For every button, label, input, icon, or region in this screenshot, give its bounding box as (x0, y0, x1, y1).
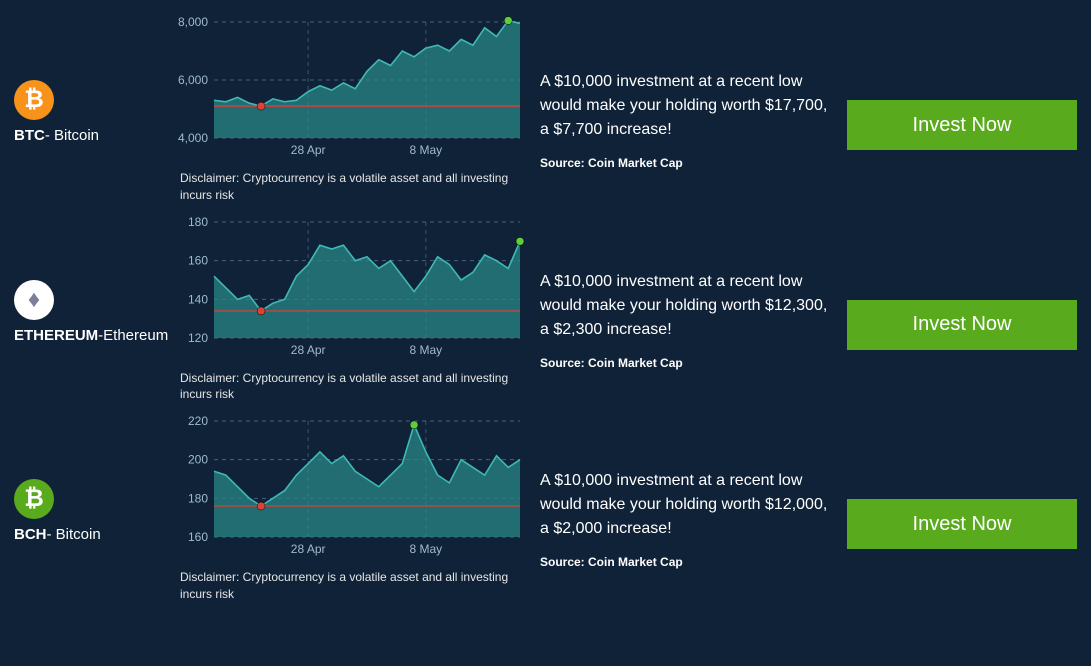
cta-column: Invest Now (840, 10, 1081, 150)
chart-column: 4,000 6,000 8,000 28 Apr 8 May Disclaimer: C… (170, 10, 540, 204)
svg-text:200: 200 (188, 453, 208, 467)
svg-text:28 Apr: 28 Apr (291, 143, 326, 157)
source-label: Source: Coin Market Cap (540, 356, 840, 370)
investment-text-column: A $10,000 investment at a recent low wou… (540, 10, 840, 170)
source-label: Source: Coin Market Cap (540, 555, 840, 569)
price-chart: 4,000 6,000 8,000 28 Apr 8 May (170, 10, 530, 160)
svg-text:8,000: 8,000 (178, 15, 208, 29)
svg-text:180: 180 (188, 492, 208, 506)
coin-name-suffix: - Bitcoin (45, 127, 99, 144)
disclaimer-text: Disclaimer: Cryptocurrency is a volatile… (170, 170, 540, 204)
investment-summary: A $10,000 investment at a recent low wou… (540, 469, 840, 541)
coin-row: ₿ BCH- Bitcoin 160 180 200 220 28 Apr 8 May D… (0, 409, 1081, 603)
coin-icon: ♦ (14, 280, 54, 320)
price-chart: 160 180 200 220 28 Apr 8 May (170, 409, 530, 559)
investment-summary: A $10,000 investment at a recent low wou… (540, 270, 840, 342)
svg-text:160: 160 (188, 253, 208, 267)
svg-text:120: 120 (188, 331, 208, 345)
coin-row: ₿ BTC- Bitcoin 4,000 6,000 8,000 28 Apr 8 Ma… (0, 10, 1081, 204)
coin-name-suffix: - Bitcoin (47, 526, 101, 543)
coin-row: ♦ ETHEREUM-Ethereum 120 140 160 180 28 Apr 8 … (0, 210, 1081, 404)
chart-column: 120 140 160 180 28 Apr 8 May Disclaimer: Cryp… (170, 210, 540, 404)
svg-text:220: 220 (188, 414, 208, 428)
coin-icon: ₿ (14, 80, 54, 120)
svg-text:180: 180 (188, 215, 208, 229)
svg-text:28 Apr: 28 Apr (291, 542, 326, 556)
svg-text:4,000: 4,000 (178, 131, 208, 145)
disclaimer-text: Disclaimer: Cryptocurrency is a volatile… (170, 569, 540, 603)
coin-symbol: BTC (14, 127, 45, 144)
svg-text:28 Apr: 28 Apr (291, 343, 326, 357)
coin-label: ETHEREUM-Ethereum (14, 326, 170, 346)
coin-symbol: ETHEREUM (14, 327, 98, 344)
coin-label: BTC- Bitcoin (14, 126, 170, 146)
svg-text:6,000: 6,000 (178, 73, 208, 87)
svg-text:8 May: 8 May (410, 542, 443, 556)
coin-icon: ₿ (14, 479, 54, 519)
invest-now-button[interactable]: Invest Now (847, 499, 1077, 549)
coin-name-suffix: -Ethereum (98, 327, 168, 344)
disclaimer-text: Disclaimer: Cryptocurrency is a volatile… (170, 370, 540, 404)
svg-text:8 May: 8 May (410, 143, 443, 157)
svg-text:160: 160 (188, 530, 208, 544)
invest-now-button[interactable]: Invest Now (847, 100, 1077, 150)
coin-info: ₿ BCH- Bitcoin (0, 409, 170, 545)
cta-column: Invest Now (840, 409, 1081, 549)
investment-text-column: A $10,000 investment at a recent low wou… (540, 210, 840, 370)
coin-symbol: BCH (14, 526, 47, 543)
coin-info: ♦ ETHEREUM-Ethereum (0, 210, 170, 346)
investment-summary: A $10,000 investment at a recent low wou… (540, 70, 840, 142)
invest-now-button[interactable]: Invest Now (847, 300, 1077, 350)
chart-column: 160 180 200 220 28 Apr 8 May Disclaimer: Cryp… (170, 409, 540, 603)
coin-label: BCH- Bitcoin (14, 525, 170, 545)
cta-column: Invest Now (840, 210, 1081, 350)
svg-text:8 May: 8 May (410, 343, 443, 357)
price-chart: 120 140 160 180 28 Apr 8 May (170, 210, 530, 360)
source-label: Source: Coin Market Cap (540, 156, 840, 170)
coin-info: ₿ BTC- Bitcoin (0, 10, 170, 146)
investment-text-column: A $10,000 investment at a recent low wou… (540, 409, 840, 569)
svg-text:140: 140 (188, 292, 208, 306)
